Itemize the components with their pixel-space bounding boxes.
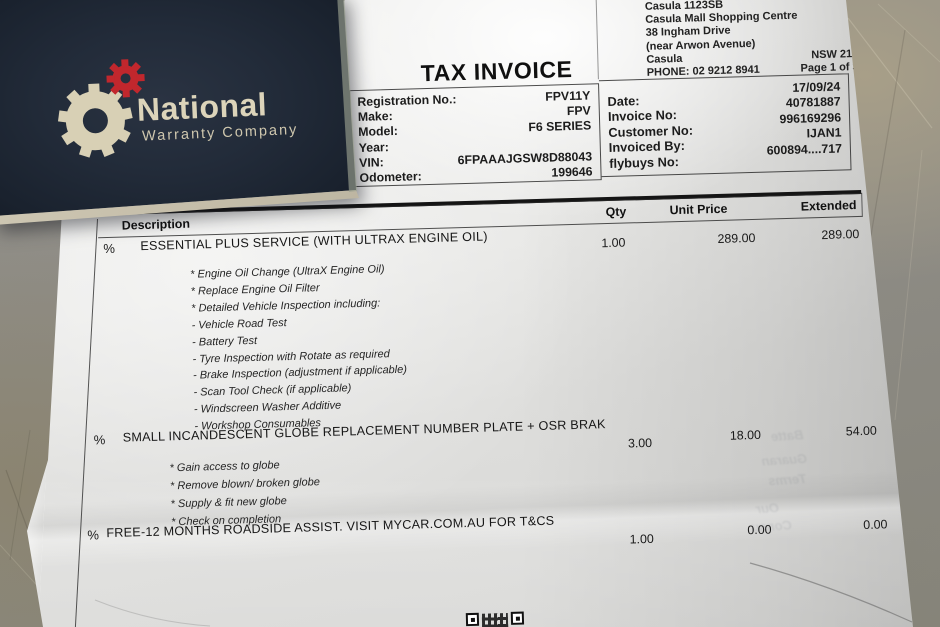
- gears-icon: [57, 59, 145, 158]
- warranty-booklet: National Warranty Company: [0, 0, 366, 230]
- national-warranty-logo: National Warranty Company: [0, 0, 356, 216]
- booklet-cover: National Warranty Company: [0, 0, 356, 216]
- booklet-brand-name: National: [136, 86, 268, 128]
